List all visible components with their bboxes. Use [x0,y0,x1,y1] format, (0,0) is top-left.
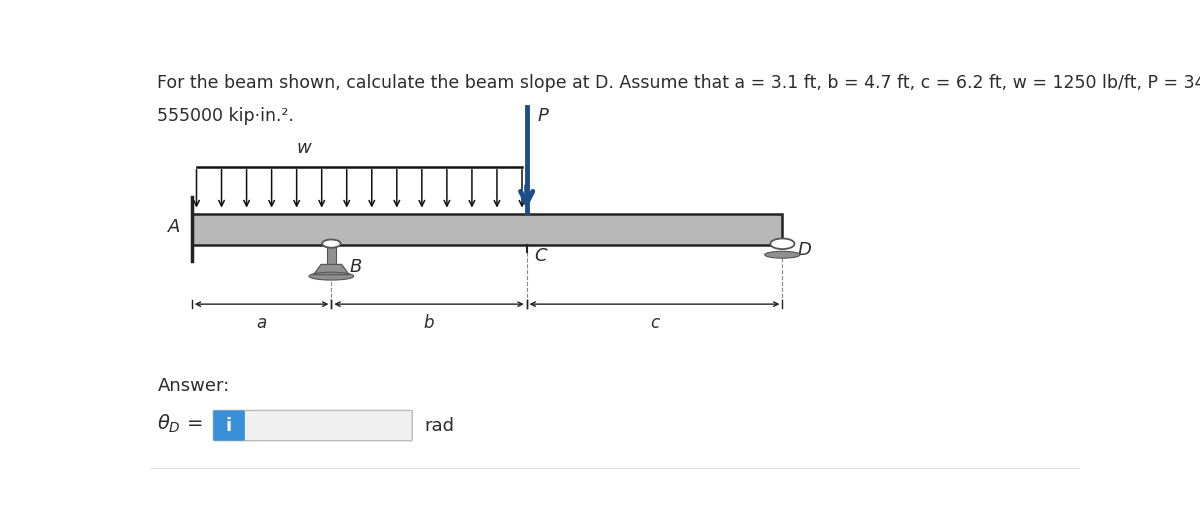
Text: C: C [534,247,547,265]
Text: $\theta_D$ =: $\theta_D$ = [157,413,203,435]
Text: D: D [797,241,811,259]
Text: B: B [350,259,362,276]
Text: rad: rad [425,417,455,434]
Text: Answer:: Answer: [157,376,229,395]
Text: For the beam shown, calculate the beam slope at D. Assume that a = 3.1 ft, b = 4: For the beam shown, calculate the beam s… [157,74,1200,92]
Text: b: b [424,314,434,332]
Bar [192,214,782,245]
Text: A: A [168,218,181,236]
Text: a: a [257,314,266,332]
Text: i: i [226,417,232,434]
Ellipse shape [764,251,800,258]
Bar [328,247,336,264]
FancyBboxPatch shape [214,410,413,441]
Text: w: w [296,139,311,157]
Polygon shape [313,264,349,275]
Circle shape [770,238,794,249]
Text: 555000 kip·in.².: 555000 kip·in.². [157,107,294,125]
Ellipse shape [310,272,354,280]
Circle shape [322,239,341,247]
Text: P: P [538,107,548,125]
FancyBboxPatch shape [214,410,245,441]
Text: c: c [650,314,659,332]
